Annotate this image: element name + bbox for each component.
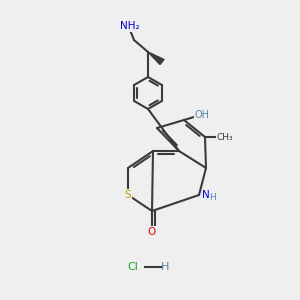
Text: H: H	[161, 262, 169, 272]
Text: CH₃: CH₃	[217, 133, 233, 142]
Text: H: H	[210, 194, 216, 202]
Text: OH: OH	[194, 110, 209, 120]
Text: Cl: Cl	[128, 262, 138, 272]
Text: O: O	[148, 227, 156, 237]
Text: N: N	[202, 190, 210, 200]
Polygon shape	[148, 52, 164, 64]
Text: NH₂: NH₂	[120, 21, 140, 31]
Text: S: S	[125, 190, 131, 200]
